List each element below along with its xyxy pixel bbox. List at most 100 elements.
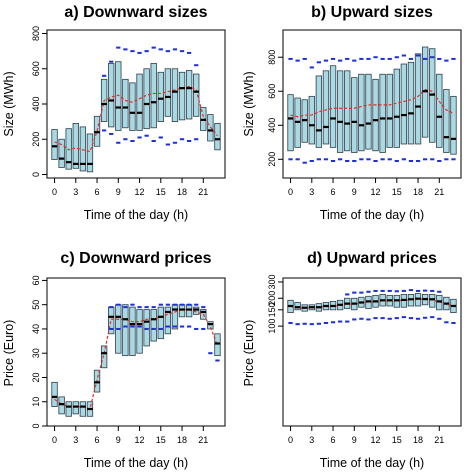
x-axis-label: Time of the day (h) bbox=[320, 208, 424, 222]
x-tick-label: 9 bbox=[116, 435, 121, 445]
box bbox=[315, 75, 323, 148]
x-tick-label: 18 bbox=[177, 435, 187, 445]
x-tick-label: 12 bbox=[135, 435, 145, 445]
x-tick-label: 3 bbox=[73, 435, 78, 445]
plot-frame bbox=[282, 29, 462, 179]
panel-title: a) Downward sizes bbox=[64, 4, 207, 21]
box bbox=[129, 306, 136, 357]
y-tick-label: 600 bbox=[267, 84, 277, 99]
box bbox=[143, 309, 150, 347]
y-tick-label: 300 bbox=[267, 274, 277, 289]
plot-frame bbox=[282, 277, 462, 427]
y-tick-label: 0 bbox=[31, 423, 41, 428]
x-tick-label: 0 bbox=[288, 435, 293, 445]
box bbox=[157, 71, 164, 123]
y-tick-label: 400 bbox=[31, 96, 41, 111]
box bbox=[329, 65, 337, 148]
box bbox=[178, 71, 186, 121]
y-tick-label: 200 bbox=[267, 152, 277, 167]
panel-downward-sizes: a) Downward sizes Time of the day (h) Si… bbox=[2, 4, 226, 222]
box bbox=[115, 61, 122, 131]
panel-title: d) Upward prices bbox=[307, 250, 437, 267]
box bbox=[171, 304, 179, 330]
x-tick-label: 12 bbox=[371, 187, 381, 197]
plot-frame bbox=[46, 277, 226, 427]
box bbox=[214, 122, 221, 151]
x-tick-label: 9 bbox=[352, 435, 357, 445]
panel-title: b) Upward sizes bbox=[311, 4, 433, 21]
box bbox=[122, 78, 129, 129]
x-tick-label: 3 bbox=[73, 187, 78, 197]
chart-marks: 0 200 400 600 800 0 3 6 9 12 15 18 21 bbox=[31, 26, 221, 197]
box bbox=[193, 306, 200, 315]
y-tick-label: 800 bbox=[267, 50, 277, 65]
box bbox=[365, 73, 372, 150]
x-tick-label: 9 bbox=[352, 187, 357, 197]
y-axis-label: Size (MWh) bbox=[242, 71, 256, 136]
panel-title: c) Downward prices bbox=[60, 250, 211, 267]
y-tick-label: 200 bbox=[31, 132, 41, 147]
box bbox=[164, 68, 172, 117]
box bbox=[51, 129, 58, 160]
box bbox=[207, 321, 214, 330]
x-tick-label: 6 bbox=[331, 435, 336, 445]
x-tick-label: 18 bbox=[177, 187, 187, 197]
box bbox=[400, 63, 408, 145]
box bbox=[308, 95, 315, 145]
box bbox=[379, 73, 386, 153]
box bbox=[336, 70, 344, 153]
y-tick-label: 100 bbox=[267, 319, 277, 334]
box bbox=[386, 73, 393, 148]
box bbox=[51, 381, 58, 407]
box bbox=[72, 401, 79, 415]
box bbox=[287, 94, 294, 152]
y-axis-label: Size (MWh) bbox=[2, 71, 16, 136]
panel-upward-prices: d) Upward prices Time of the day (h) Pri… bbox=[242, 250, 462, 470]
mean-line bbox=[54, 85, 218, 153]
x-tick-label: 9 bbox=[116, 187, 121, 197]
box bbox=[86, 133, 94, 173]
y-axis-label: Price (Euro) bbox=[242, 320, 256, 387]
box bbox=[322, 70, 330, 145]
x-tick-label: 21 bbox=[434, 187, 444, 197]
chart-marks: 200 400 600 800 0 3 6 9 12 15 18 21 bbox=[267, 46, 457, 197]
box bbox=[129, 82, 136, 131]
x-tick-label: 21 bbox=[198, 435, 208, 445]
box bbox=[193, 73, 200, 117]
x-tick-label: 15 bbox=[156, 435, 166, 445]
box bbox=[450, 95, 457, 155]
box bbox=[79, 126, 87, 172]
y-tick-label: 800 bbox=[31, 26, 41, 41]
box bbox=[100, 345, 108, 369]
y-tick-label: 0 bbox=[31, 172, 41, 177]
box bbox=[372, 78, 379, 152]
box bbox=[108, 63, 115, 128]
box bbox=[58, 138, 65, 168]
box bbox=[164, 306, 172, 335]
box bbox=[414, 53, 422, 145]
y-tick-label: 10 bbox=[31, 397, 41, 407]
x-tick-label: 6 bbox=[331, 187, 336, 197]
y-tick-label: 50 bbox=[31, 300, 41, 310]
chart-marks: 0 10 20 30 40 50 60 0 3 6 9 12 15 18 21 bbox=[31, 275, 221, 445]
box bbox=[429, 294, 436, 308]
x-tick-label: 3 bbox=[309, 435, 314, 445]
y-axis-label: Price (Euro) bbox=[2, 320, 16, 387]
x-tick-label: 6 bbox=[95, 435, 100, 445]
y-tick-label: 30 bbox=[31, 348, 41, 358]
box bbox=[143, 68, 150, 130]
x-tick-label: 6 bbox=[95, 187, 100, 197]
box bbox=[65, 401, 72, 417]
box bbox=[150, 309, 157, 342]
x-tick-label: 15 bbox=[392, 435, 402, 445]
x-tick-label: 0 bbox=[52, 435, 57, 445]
x-axis-label: Time of the day (h) bbox=[320, 456, 424, 470]
box bbox=[136, 309, 143, 354]
y-tick-label: 60 bbox=[31, 275, 41, 285]
box bbox=[393, 68, 400, 148]
x-axis-label: Time of the day (h) bbox=[84, 456, 188, 470]
y-tick-label: 20 bbox=[31, 372, 41, 382]
x-tick-label: 21 bbox=[198, 187, 208, 197]
box bbox=[157, 306, 164, 340]
panel-upward-sizes: b) Upward sizes Time of the day (h) Size… bbox=[242, 4, 462, 222]
